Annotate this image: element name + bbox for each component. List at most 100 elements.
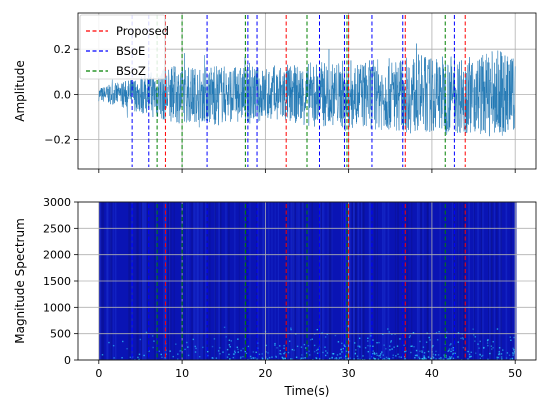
spectrogram-energy <box>334 357 336 360</box>
spectrogram-energy <box>448 356 451 358</box>
spectrogram-energy <box>249 355 252 358</box>
spectrogram-energy <box>222 351 224 353</box>
spectrogram-energy <box>404 358 406 360</box>
spectrogram-energy <box>160 353 162 356</box>
amplitude-axes-frame <box>77 12 537 170</box>
spectrogram-energy <box>404 350 406 353</box>
spectrogram-energy <box>498 351 500 353</box>
spectrogram-energy <box>242 355 244 358</box>
spectrum-x-ticks: 0 10 20 30 40 50 <box>95 360 522 380</box>
spectrogram-energy <box>179 350 181 352</box>
spectrogram-energy <box>324 336 327 338</box>
spectrogram-energy <box>498 347 501 349</box>
spectrogram-energy <box>454 352 456 355</box>
spectrogram-energy <box>430 357 432 360</box>
spectrogram-energy <box>421 357 423 360</box>
spectrogram-energy <box>379 356 382 358</box>
spectrogram-energy <box>410 351 412 354</box>
spectrogram-energy <box>244 350 246 353</box>
spectrogram-energy <box>395 355 397 357</box>
spectrogram-energy <box>113 357 115 359</box>
spectrogram-energy <box>462 346 465 349</box>
spectrogram-energy <box>470 351 472 354</box>
spectrogram-energy <box>416 354 418 356</box>
spectrogram-energy <box>481 354 484 357</box>
spectrogram-energy <box>422 346 425 348</box>
spectrogram-energy <box>421 350 423 352</box>
spectrogram-energy <box>225 336 227 338</box>
spectrogram-energy <box>391 333 393 335</box>
spectrogram-energy <box>449 357 451 360</box>
spectrogram-energy <box>198 356 201 358</box>
spectrogram-energy <box>338 357 341 359</box>
spectrogram-energy <box>256 342 259 344</box>
y-tick-label: 2000 <box>43 249 71 262</box>
spectrogram-energy <box>180 349 182 352</box>
spectrogram-energy <box>139 338 141 341</box>
legend: Proposed BSoE BSoZ <box>79 14 169 80</box>
spectrogram-energy <box>293 349 295 351</box>
spectrogram-energy <box>382 354 384 356</box>
spectrogram-energy <box>359 346 361 348</box>
spectrogram-energy <box>158 350 161 352</box>
spectrogram-energy <box>194 345 196 348</box>
spectrogram-energy <box>164 357 166 359</box>
spectrogram-energy <box>175 343 177 345</box>
spectrogram-energy <box>487 339 489 341</box>
spectrogram-energy <box>304 347 307 349</box>
spectrogram-energy <box>265 344 267 347</box>
spectrogram-energy <box>362 355 364 357</box>
amplitude-x-ticks <box>98 169 516 173</box>
spectrogram-energy <box>313 344 316 347</box>
spectrogram-energy <box>429 339 431 341</box>
spectrogram-energy <box>379 354 381 356</box>
spectrogram-energy <box>240 356 242 358</box>
y-tick-label: 500 <box>50 328 71 341</box>
spectrum-xlabel: Time(s) <box>284 384 330 398</box>
spectrogram-energy <box>369 358 371 360</box>
spectrogram-energy <box>145 331 148 334</box>
spectrogram-energy <box>487 358 489 361</box>
spectrogram-energy <box>315 349 318 352</box>
spectrogram-energy <box>228 344 231 346</box>
spectrogram-energy <box>321 332 323 334</box>
spectrogram-energy <box>347 358 349 360</box>
spectrogram-energy <box>452 353 454 355</box>
spectrogram-energy <box>467 350 469 353</box>
spectrogram-energy <box>400 356 402 358</box>
spectrogram-energy <box>207 354 209 357</box>
spectrogram-energy <box>229 346 231 348</box>
spectrogram-energy <box>389 349 391 351</box>
spectrogram-energy <box>423 355 425 357</box>
spectrogram-energy <box>219 347 221 349</box>
spectrogram-energy <box>435 350 437 353</box>
spectrogram-energy <box>487 344 489 347</box>
spectrogram-energy <box>346 325 349 327</box>
y-tick-label: 1000 <box>43 301 71 314</box>
spectrogram-energy <box>438 331 440 333</box>
spectrogram-energy <box>311 338 313 340</box>
spectrogram-energy <box>192 338 195 341</box>
spectrogram-energy <box>440 357 442 359</box>
spectrogram-energy <box>435 331 438 334</box>
spectrogram-energy <box>138 358 140 361</box>
spectrogram-energy <box>240 349 242 352</box>
spectrogram-energy <box>295 356 298 358</box>
spectrogram-energy <box>341 351 343 353</box>
spectrogram-energy <box>403 356 406 358</box>
spectrogram-energy <box>152 346 154 349</box>
spectrogram-energy <box>483 346 485 349</box>
spectrogram-energy <box>291 358 293 360</box>
spectrogram-energy <box>305 352 308 354</box>
y-tick-label: 0.2 <box>54 43 72 56</box>
spectrogram-energy <box>490 345 493 347</box>
spectrogram-energy <box>353 358 355 360</box>
spectrogram-energy <box>390 340 393 342</box>
spectrogram-energy <box>187 354 190 357</box>
spectrogram-energy <box>335 357 338 359</box>
spectrogram-energy <box>237 338 239 340</box>
spectrogram-energy <box>315 357 318 360</box>
spectrogram-energy <box>287 351 290 354</box>
spectrogram-energy <box>381 358 384 361</box>
spectrogram-energy <box>367 337 369 340</box>
